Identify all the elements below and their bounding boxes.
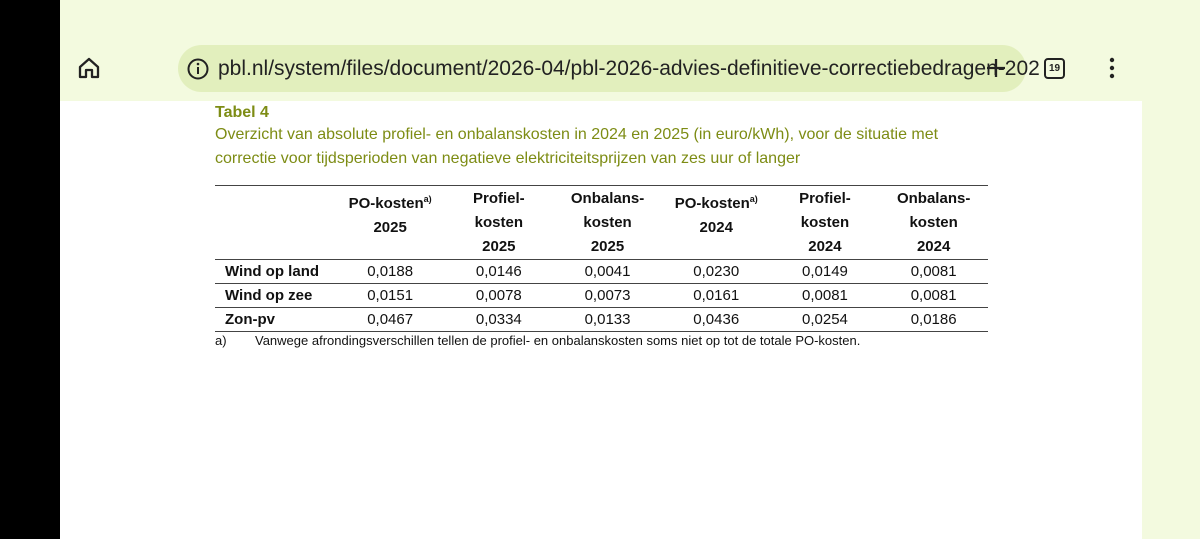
header-text: 2024 [916, 238, 951, 255]
header-line: kosten [771, 211, 880, 235]
column-header: PO-kostena) 2025 [336, 186, 445, 260]
footnote: a) Vanwege afrondingsverschillen tellen d… [215, 333, 860, 348]
header-line: Profiel- [771, 187, 880, 211]
menu-button[interactable] [1100, 56, 1124, 80]
cell-value: 0,0230 [693, 263, 740, 280]
header-text: PO-kosten [674, 195, 750, 212]
footnote-marker: a) [215, 333, 227, 348]
tab-switcher[interactable]: 19 [1044, 58, 1065, 79]
row-label: Zon-pv [225, 311, 275, 328]
header-line: 2024 [662, 216, 771, 240]
cell-value: 0,0334 [475, 311, 522, 328]
column-header: PO-kostena) 2024 [662, 186, 771, 260]
cell-value: 0,0081 [910, 287, 957, 304]
header-line: Onbalans- [879, 187, 988, 211]
header-text: 2025 [482, 238, 516, 255]
header-line: kosten [553, 211, 662, 235]
column-header: Onbalans-kosten 2024 [879, 186, 988, 260]
header-line: 2025 [553, 235, 662, 259]
column-header: Profiel-kosten 2024 [771, 186, 880, 260]
column-header: Onbalans-kosten 2025 [553, 186, 662, 260]
cell-value: 0,0161 [693, 287, 740, 304]
cell-value: 0,0146 [475, 263, 522, 280]
header-text: Profiel- [472, 190, 525, 207]
empty-header [215, 186, 336, 260]
header-text: 2024 [808, 238, 842, 255]
table-row: Wind op land 0,0188 0,0146 0,0041 0,0230 0,01… [215, 260, 988, 284]
cell-value: 0,0081 [802, 287, 848, 304]
header-line: Onbalans- [553, 187, 662, 211]
header-note: a) [423, 194, 432, 204]
row-label: Wind op zee [225, 287, 313, 304]
cell-value: 0,0467 [367, 311, 414, 328]
header-text: kosten [909, 214, 958, 231]
header-text: 2025 [590, 238, 625, 255]
header-note: a) [749, 194, 758, 204]
table-row: Wind op zee 0,0151 0,0078 0,0073 0,0161 0,008… [215, 284, 988, 308]
header-line: 2025 [336, 216, 445, 240]
home-button[interactable] [77, 56, 101, 80]
cell-value: 0,0188 [367, 263, 414, 280]
header-line: Profiel- [444, 187, 553, 211]
data-table: PO-kostena) 2025 Profiel-kosten 2025 Onbalan… [215, 185, 988, 332]
table-row: Zon-pv 0,0467 0,0334 0,0133 0,0436 0,0254 0,01… [215, 308, 988, 332]
caption-line: Overzicht van absolute profiel- en onbal… [215, 126, 939, 143]
header-line: 2024 [879, 235, 988, 259]
table-title: Tabel 4 [215, 104, 269, 121]
column-header: Profiel-kosten 2025 [444, 186, 553, 260]
cell-value: 0,0151 [367, 287, 414, 304]
header-text: Onbalans- [570, 190, 645, 207]
url-text: pbl.nl/system/files/document/2026-04/pbl… [218, 57, 1040, 80]
header-text: PO-kosten [348, 195, 424, 212]
header-line: kosten [879, 211, 988, 235]
cell-value: 0,0078 [475, 287, 522, 304]
row-label: Wind op land [225, 263, 320, 280]
side-panel [1142, 0, 1200, 539]
new-tab-button[interactable] [984, 56, 1008, 80]
header-text: Profiel- [799, 190, 851, 207]
header-text: kosten [474, 214, 524, 231]
cell-value: 0,0186 [910, 311, 957, 328]
address-bar[interactable]: pbl.nl/system/files/document/2026-04/pbl… [178, 45, 1040, 92]
header-line: 2025 [444, 235, 553, 259]
footnote-text: Vanwege afrondingsverschillen tellen de … [255, 333, 861, 348]
header-text: kosten [800, 214, 850, 231]
header-line: 2024 [771, 235, 880, 259]
cell-value: 0,0073 [584, 287, 631, 304]
cell-value: 0,0041 [584, 263, 631, 280]
header-line: PO-kostena) [662, 187, 771, 216]
cell-value: 0,0149 [802, 263, 848, 280]
browser-toolbar: pbl.nl/system/files/document/2026-04/pbl… [60, 0, 1142, 101]
header-text: 2025 [373, 219, 407, 236]
cell-value: 0,0133 [584, 311, 631, 328]
header-line: PO-kostena) [336, 187, 445, 216]
header-text: Onbalans- [896, 190, 971, 207]
document: Tabel 4 Overzicht van absolute profiel- … [60, 101, 1142, 539]
header-line: kosten [444, 211, 553, 235]
site-info-icon[interactable] [186, 57, 210, 81]
cell-value: 0,0436 [693, 311, 740, 328]
caption-line: correctie voor tijdsperioden van negatie… [215, 150, 801, 167]
header-text: 2024 [699, 219, 733, 236]
header-text: kosten [583, 214, 632, 231]
cell-value: 0,0254 [802, 311, 848, 328]
cell-value: 0,0081 [910, 263, 957, 280]
